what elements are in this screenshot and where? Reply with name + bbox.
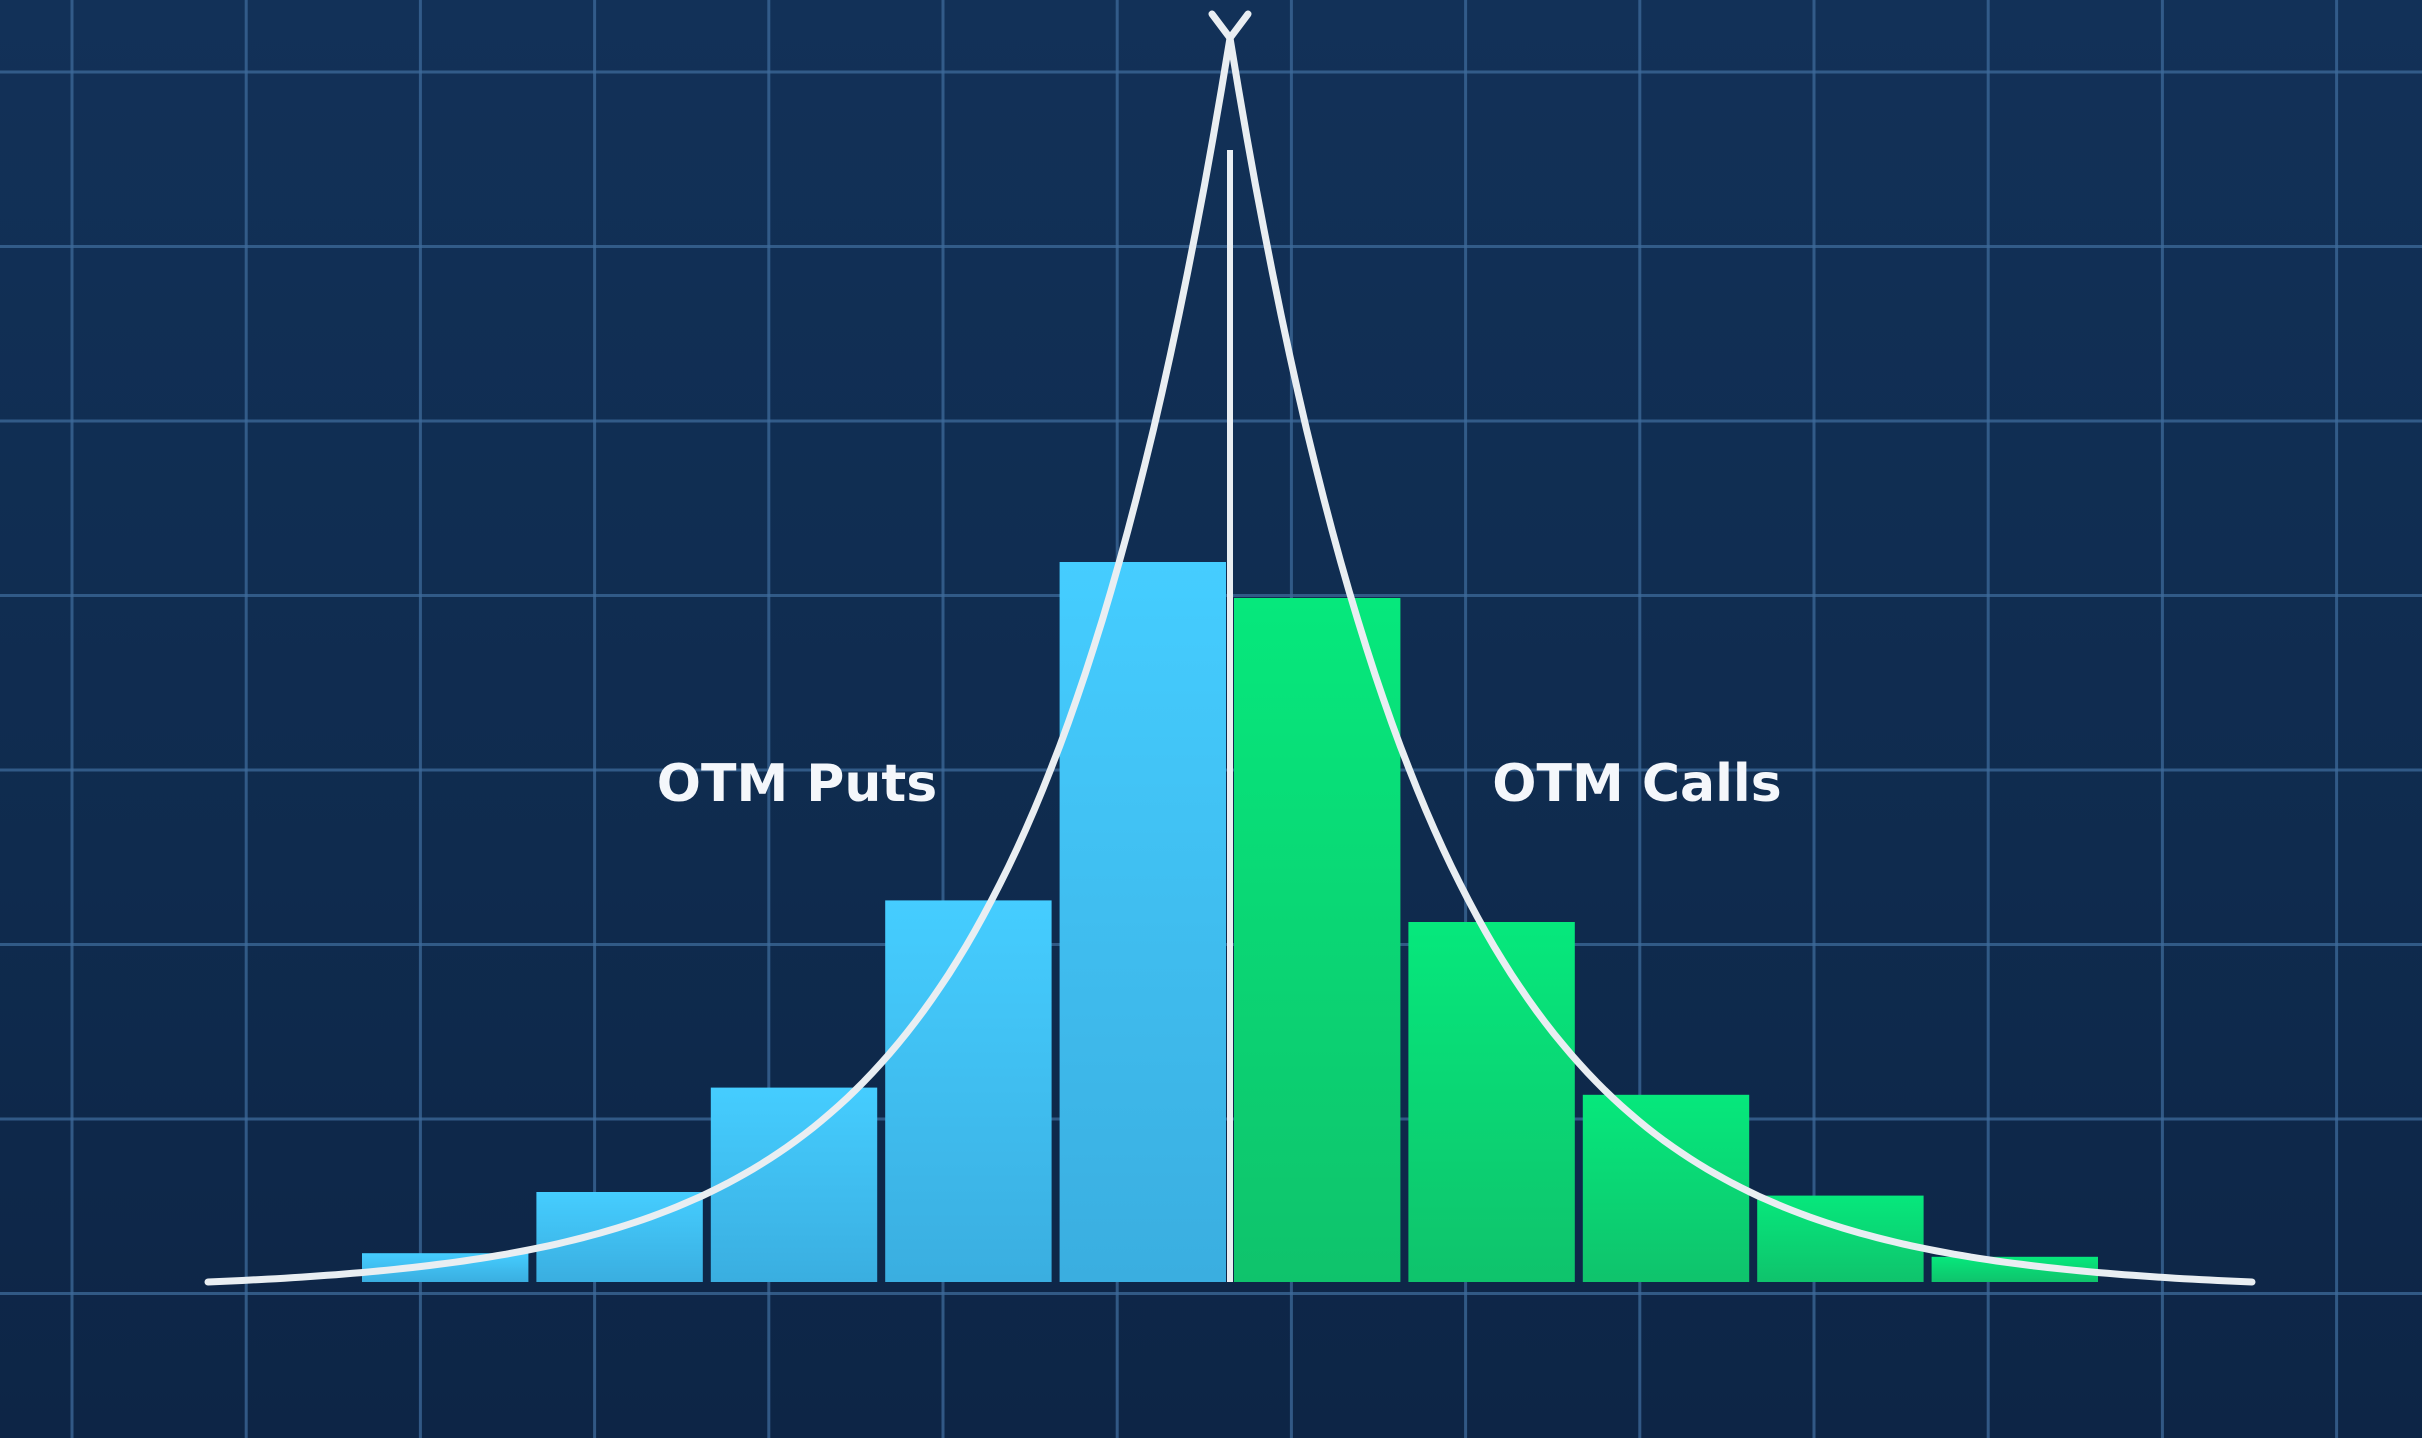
- curves: [204, 10, 2256, 1286]
- right-curve: [1208, 10, 2256, 1286]
- otm-puts-bar-3: [710, 1087, 878, 1282]
- labels: OTM Puts OTM Calls: [657, 754, 1782, 814]
- left-curve: [204, 10, 1252, 1286]
- otm-puts-bar-4: [885, 900, 1052, 1282]
- otm-puts-label: OTM Puts: [657, 754, 937, 814]
- otm-calls-bar-6: [1234, 598, 1401, 1282]
- otm-calls-bar-7: [1408, 922, 1575, 1282]
- bars: [362, 562, 2098, 1282]
- otm-calls-label: OTM Calls: [1492, 754, 1781, 814]
- otm-calls-bar-8: [1582, 1094, 1750, 1282]
- otm-puts-bar-5: [1059, 562, 1226, 1282]
